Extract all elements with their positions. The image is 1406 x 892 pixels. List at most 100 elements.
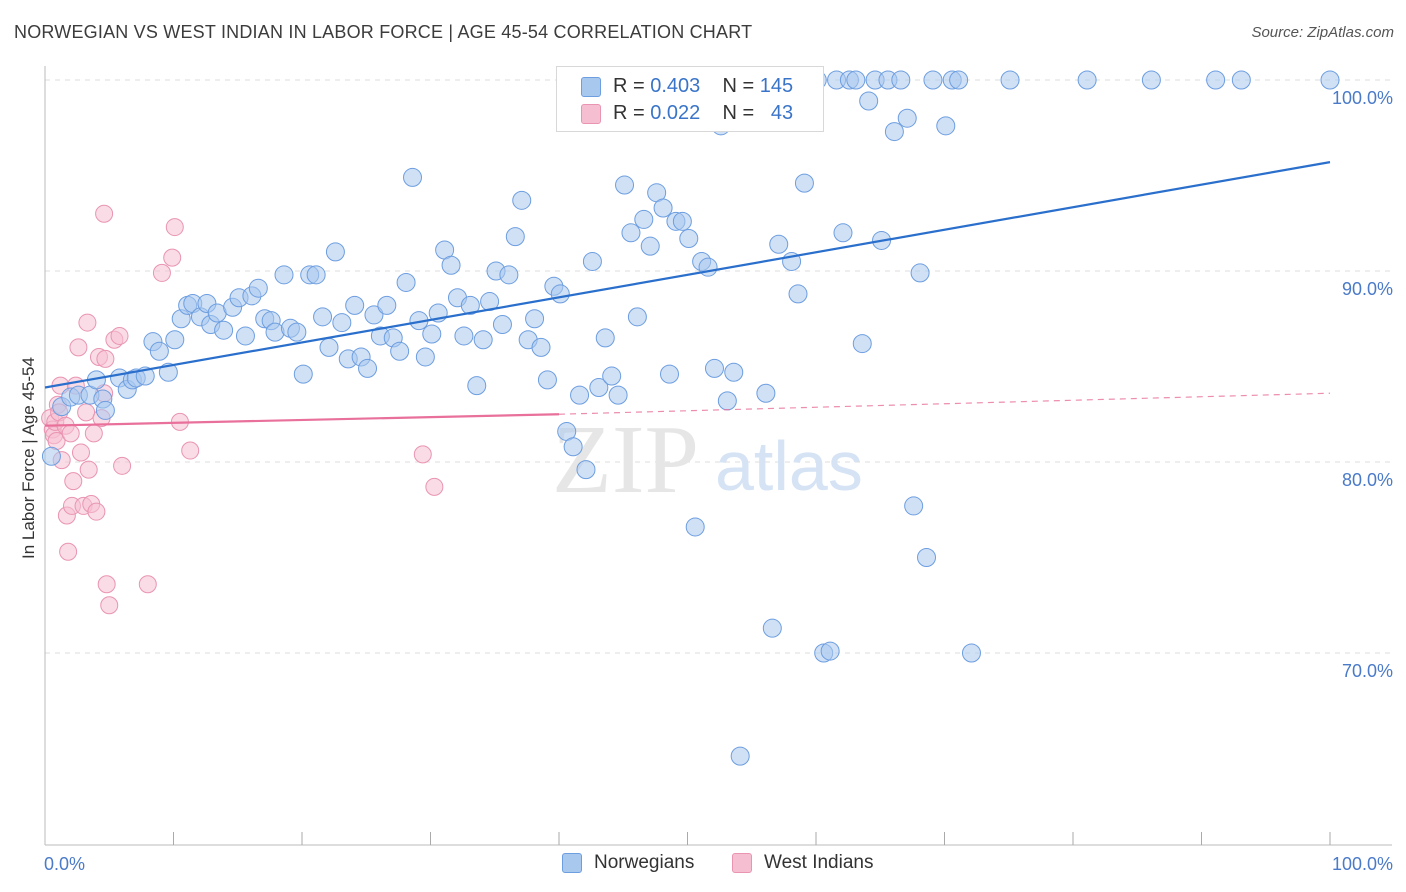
norwegians-point	[332, 313, 352, 333]
correlation-legend: R = 0.403 N = 145 R = 0.022 N = 43	[556, 66, 824, 132]
west-indians-trend-extension	[558, 392, 1331, 415]
norwegians-point	[41, 446, 61, 466]
legend-swatch-norwegians	[581, 77, 601, 97]
norwegians-point	[460, 295, 480, 315]
norwegians-point	[235, 326, 255, 346]
west-indians-point	[97, 575, 116, 594]
norwegians-point	[345, 295, 365, 315]
norwegians-point	[576, 460, 596, 480]
west-indians-point	[413, 445, 432, 464]
west-indians-point	[77, 403, 96, 422]
norwegians-trend-line	[44, 161, 1331, 389]
norwegians-point	[377, 295, 397, 315]
norwegians-point	[1000, 70, 1020, 90]
norwegians-point	[473, 330, 493, 350]
legend-n-value: 145	[759, 75, 794, 97]
norwegians-point	[214, 320, 234, 340]
west-indians-point	[181, 441, 200, 460]
norwegians-point	[846, 70, 866, 90]
norwegians-point	[897, 108, 917, 128]
norwegians-point	[917, 548, 937, 567]
bottom-legend-swatch-west-indians	[732, 853, 752, 873]
west-indians-point	[78, 313, 97, 332]
x-tick-label: 0.0%	[44, 854, 85, 874]
norwegians-point	[467, 376, 487, 396]
west-indians-point	[152, 263, 171, 282]
norwegians-point	[730, 746, 750, 766]
norwegians-point	[396, 272, 416, 292]
y-tick-label: 100.0%	[1332, 88, 1393, 108]
legend-r-label: R =	[613, 102, 645, 124]
norwegians-point	[293, 364, 313, 384]
norwegians-point	[820, 641, 840, 661]
norwegians-point	[390, 341, 410, 361]
norwegians-point	[794, 173, 814, 193]
norwegians-point	[313, 307, 333, 327]
west-indians-point	[138, 575, 157, 594]
west-indians-point	[95, 204, 114, 223]
y-tick-label: 70.0%	[1342, 661, 1393, 681]
norwegians-point	[698, 257, 718, 277]
west-indians-point	[84, 424, 103, 443]
norwegians-point	[441, 255, 461, 275]
legend-n-label: N =	[722, 75, 755, 97]
norwegians-point	[454, 326, 474, 346]
norwegians-point	[717, 391, 737, 411]
norwegians-point	[358, 358, 378, 378]
west-indians-point	[69, 338, 88, 357]
west-indians-point	[113, 456, 132, 475]
y-tick-label: 80.0%	[1342, 470, 1393, 490]
norwegians-point	[891, 70, 911, 90]
norwegians-point	[595, 328, 615, 348]
west-indians-point	[64, 472, 83, 491]
watermark-zip: ZIP	[552, 406, 699, 514]
norwegians-point	[415, 347, 435, 367]
norwegians-point	[904, 496, 924, 516]
norwegians-point	[704, 358, 724, 378]
chart-title: NORWEGIAN VS WEST INDIAN IN LABOR FORCE …	[14, 22, 753, 42]
norwegians-point	[563, 437, 583, 457]
norwegians-point	[570, 385, 590, 405]
norwegians-point	[505, 227, 525, 247]
norwegians-point	[621, 223, 641, 243]
gridlines	[45, 79, 1392, 654]
norwegians-point	[660, 364, 680, 384]
west-indians-point	[425, 477, 444, 496]
west-indians-point	[71, 443, 90, 462]
norwegians-point	[640, 236, 660, 256]
norwegians-point	[685, 517, 705, 537]
norwegians-point	[525, 309, 545, 329]
legend-r-value: 0.022	[650, 102, 701, 124]
norwegians-point	[852, 334, 872, 354]
norwegians-point	[319, 337, 339, 357]
legend-swatch-west-indians	[581, 104, 601, 124]
norwegians-point	[537, 370, 557, 390]
norwegians-point	[325, 242, 345, 262]
norwegians-point	[1206, 70, 1226, 90]
bottom-legend-label-west-indians: West Indians	[764, 852, 874, 873]
norwegians-point	[550, 284, 570, 304]
norwegians-point	[248, 278, 268, 298]
norwegians-point	[884, 122, 904, 142]
norwegians-point	[859, 91, 879, 111]
norwegians-point	[788, 284, 808, 304]
norwegians-point	[634, 209, 654, 229]
chart-source: Source: ZipAtlas.com	[1251, 24, 1394, 41]
norwegians-point	[724, 362, 744, 382]
west-indians-point	[100, 596, 119, 615]
norwegians-point	[833, 223, 853, 243]
west-indians-point	[96, 349, 115, 368]
legend-n-label: N =	[722, 102, 755, 124]
bottom-legend-swatch-norwegians	[562, 853, 582, 873]
legend-n-value: 43	[770, 102, 794, 124]
west-indians-point	[59, 542, 78, 561]
west-indians-point	[61, 424, 80, 443]
bottom-legend-label-norwegians: Norwegians	[594, 852, 695, 873]
x-tick-label: 100.0%	[1332, 854, 1393, 874]
norwegians-point	[1141, 70, 1161, 90]
norwegians-point	[910, 263, 930, 283]
norwegians-point	[672, 211, 692, 231]
legend-text-west-indians: R = 0.022 N = 43	[613, 102, 793, 125]
west-indians-point	[110, 326, 129, 345]
